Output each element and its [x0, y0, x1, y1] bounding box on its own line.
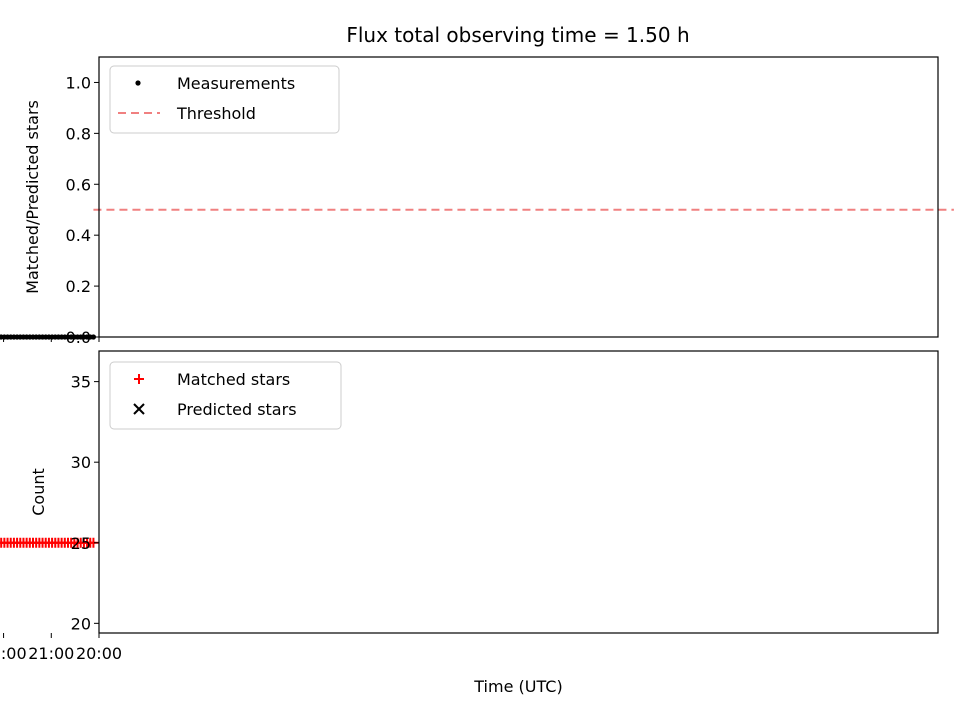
top-y-tick-label: 1.0 — [66, 73, 91, 92]
bottom-legend: Matched stars Predicted stars — [109, 361, 342, 430]
matched-star-points — [0, 537, 99, 548]
bottom-y-ticks: 20 25 30 35 — [71, 373, 99, 633]
matched-star-point — [0, 541, 4, 544]
bottom-y-tick-label: 25 — [71, 534, 91, 553]
measurement-points — [0, 334, 97, 340]
top-y-tick-label: 0.0 — [66, 328, 91, 347]
legend-matched-label: Matched stars — [177, 370, 290, 389]
x-tick-label: 21:00 — [28, 644, 74, 663]
top-axes: 0.0 0.2 0.4 0.6 0.8 1.0 Matched/Predicted sta… — [0, 56, 954, 347]
top-y-axis-label: Matched/Predicted stars — [23, 100, 42, 294]
legend-threshold-label: Threshold — [176, 104, 256, 123]
legend-matched-plus — [134, 374, 144, 384]
top-y-tick-label: 0.2 — [66, 277, 91, 296]
top-axes-frame — [98, 56, 939, 338]
bottom-axes: 20 25 30 35 20:0021:0022:0023:0000:0001:000… — [0, 350, 939, 696]
measurement-point — [0, 335, 1, 339]
top-y-tick-label: 0.4 — [66, 226, 91, 245]
bottom-y-tick-label: 20 — [71, 614, 91, 633]
bottom-y-axis-label: Count — [29, 468, 48, 516]
legend-measurements-label: Measurements — [177, 74, 295, 93]
bottom-legend-box — [109, 361, 342, 430]
legend-predicted-label: Predicted stars — [177, 400, 297, 419]
top-x-ticks — [3, 337, 100, 342]
legend-measurements-marker — [135, 80, 141, 86]
measurement-point — [0, 334, 4, 340]
top-legend: Measurements Threshold — [109, 65, 340, 134]
top-y-tick-label: 0.8 — [66, 124, 91, 143]
top-legend-box — [109, 65, 340, 134]
x-axis-label: Time (UTC) — [473, 677, 562, 696]
legend-matched-marker — [134, 374, 144, 384]
top-y-ticks: 0.0 0.2 0.4 0.6 0.8 1.0 — [66, 73, 99, 347]
x-tick-label: 22:00 — [0, 644, 27, 663]
bottom-axes-frame — [98, 350, 939, 634]
legend-predicted-marker — [133, 403, 145, 415]
bottom-y-tick-label: 30 — [71, 453, 91, 472]
bottom-y-tick-label: 35 — [71, 373, 91, 392]
chart-title: Flux total observing time = 1.50 h — [346, 23, 689, 47]
top-y-tick-label: 0.6 — [66, 175, 91, 194]
legend-predicted-cross — [133, 403, 145, 415]
x-tick-label: 20:00 — [76, 644, 122, 663]
